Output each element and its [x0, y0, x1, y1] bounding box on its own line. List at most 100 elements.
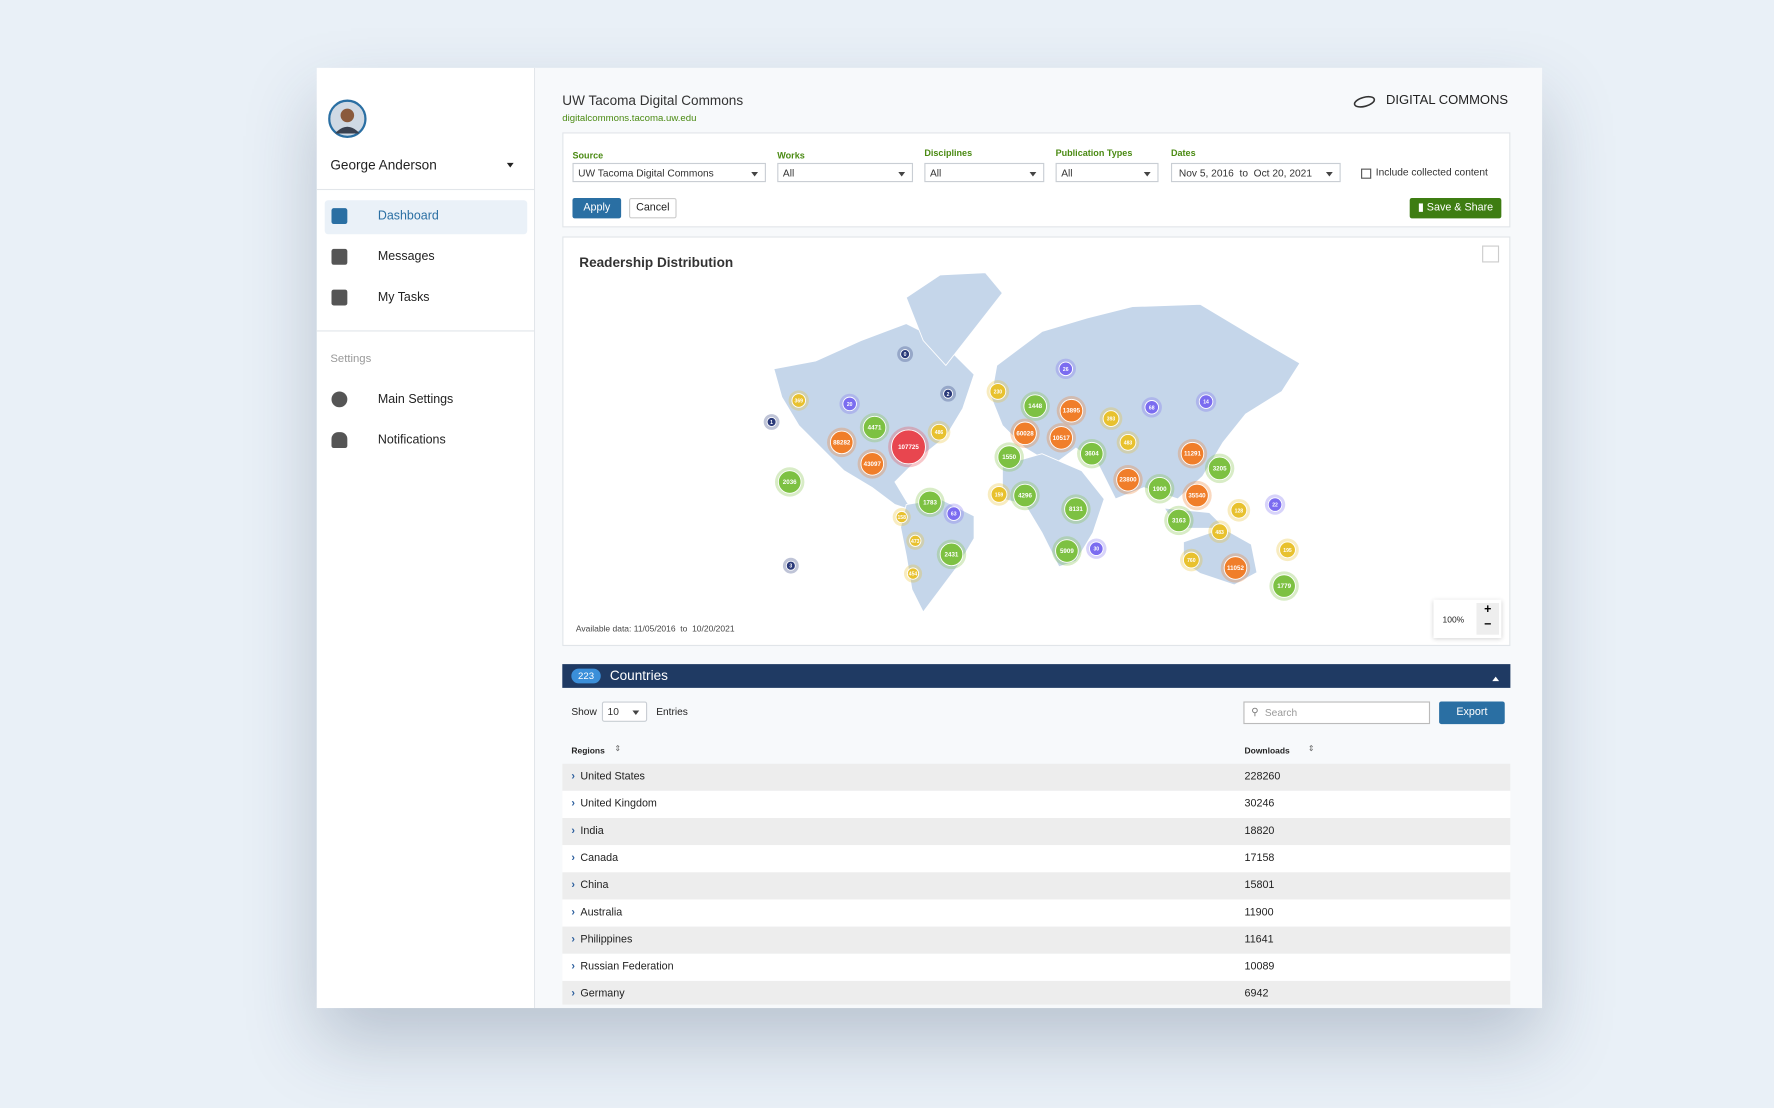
bubble-label: 195: [1283, 548, 1292, 554]
map-bubble[interactable]: [989, 383, 1007, 400]
zoom-out[interactable]: −: [1484, 617, 1492, 632]
map-bubble[interactable]: [1144, 400, 1159, 415]
map-bubble[interactable]: [1167, 508, 1191, 533]
sort-icon[interactable]: ⇕: [614, 745, 621, 754]
table-row[interactable]: › Germany 6942: [562, 980, 1511, 1005]
map-bubble[interactable]: [862, 415, 887, 440]
nav-item[interactable]: Main Settings: [377, 392, 454, 407]
table-row[interactable]: › Canada 17158: [562, 845, 1511, 873]
sort-icon[interactable]: ⇕: [1307, 745, 1315, 754]
types-select[interactable]: All: [1055, 162, 1159, 183]
map-bubble[interactable]: [891, 429, 926, 465]
map-bubble[interactable]: [1211, 523, 1228, 541]
map-bubble[interactable]: [1180, 441, 1205, 466]
fullscreen-button[interactable]: [1482, 245, 1500, 263]
bubble-label: 26: [1063, 367, 1069, 373]
table-row[interactable]: › Russian Federation 10089: [562, 953, 1511, 981]
table-row[interactable]: › United Kingdom 30246: [562, 790, 1511, 818]
map-bubble[interactable]: [1089, 541, 1104, 556]
site-url[interactable]: digitalcommons.tacoma.uw.edu: [562, 112, 697, 124]
expand-icon: ›: [571, 933, 575, 946]
map-bubble[interactable]: [766, 417, 777, 427]
cancel-button[interactable]: Cancel: [629, 197, 677, 219]
countries-header[interactable]: 223 Countries: [562, 664, 1511, 688]
map-bubble[interactable]: [1182, 551, 1200, 569]
map-bubble[interactable]: [1013, 483, 1037, 508]
map-bubble[interactable]: [943, 388, 954, 399]
disciplines-select[interactable]: All: [924, 162, 1045, 183]
filter-label: Publication Types: [1055, 148, 1133, 159]
map-bubble[interactable]: [1272, 574, 1296, 598]
search-box[interactable]: ⚲ Search: [1243, 701, 1431, 725]
save-share-button[interactable]: ▮ Save & Share: [1409, 197, 1502, 219]
nav-item[interactable]: Dashboard: [377, 209, 439, 223]
map-bubble[interactable]: [1230, 501, 1248, 519]
map-bubble[interactable]: [1185, 483, 1209, 508]
map-bubble[interactable]: [860, 452, 885, 476]
works-select[interactable]: All: [777, 162, 914, 183]
checkbox[interactable]: [1361, 168, 1372, 179]
map-bubble[interactable]: [829, 430, 854, 455]
map-bubble[interactable]: [1080, 441, 1104, 466]
map-bubble[interactable]: [930, 423, 948, 441]
map-bubble[interactable]: [1058, 361, 1074, 377]
map-bubble[interactable]: [1147, 476, 1172, 501]
entries-select[interactable]: 10: [601, 701, 648, 722]
map-bubble[interactable]: [1059, 398, 1084, 423]
map-bubble[interactable]: [1267, 497, 1283, 512]
map-bubble[interactable]: [1064, 497, 1088, 521]
nav-item[interactable]: My Tasks: [377, 290, 430, 305]
collapse-caret[interactable]: [1492, 673, 1500, 682]
map-bubble[interactable]: [909, 534, 922, 547]
map-bubble[interactable]: [997, 445, 1021, 469]
map-bubble[interactable]: [1116, 467, 1140, 492]
map-bubble[interactable]: [895, 510, 908, 524]
map-bubble[interactable]: [1023, 394, 1047, 418]
map-bubble[interactable]: [946, 506, 961, 521]
column-header[interactable]: Regions: [571, 745, 605, 756]
apply-button[interactable]: Apply: [572, 197, 622, 219]
zoom-in[interactable]: +: [1484, 603, 1492, 617]
table-row[interactable]: › United States 228260: [562, 763, 1511, 791]
map-bubble[interactable]: [1279, 541, 1296, 559]
map-bubble[interactable]: [918, 490, 942, 515]
map-bubble[interactable]: [900, 349, 911, 360]
map-bubble[interactable]: [791, 393, 806, 408]
user-menu-caret[interactable]: [506, 162, 514, 171]
nav-item[interactable]: Notifications: [377, 433, 446, 447]
map-bubble[interactable]: [777, 470, 802, 494]
user-name[interactable]: George Anderson: [330, 157, 437, 174]
table-row[interactable]: › India 18820: [562, 817, 1511, 846]
map-bubble[interactable]: [1055, 539, 1079, 563]
table-row[interactable]: › China 15801: [562, 872, 1511, 900]
filter-label: Works: [777, 150, 805, 161]
map-bubble[interactable]: [1119, 433, 1137, 451]
filter-label: Source: [572, 150, 604, 161]
table-row[interactable]: › Australia 11900: [562, 899, 1511, 927]
table-row[interactable]: › Philippines 11641: [562, 926, 1511, 954]
map-bubble[interactable]: [1207, 456, 1232, 481]
bubble-label: 369: [795, 399, 804, 405]
dates-select[interactable]: Nov 5, 2016 to Oct 20, 2021: [1170, 162, 1341, 183]
checkbox-label[interactable]: Include collected content: [1375, 166, 1488, 178]
map-bubble[interactable]: [1049, 426, 1074, 450]
downloads: 11641: [1244, 933, 1274, 946]
map-bubble[interactable]: [939, 542, 964, 567]
map-bubble[interactable]: [785, 560, 796, 571]
map-bubble[interactable]: [906, 567, 920, 580]
downloads: 6942: [1244, 987, 1269, 1001]
map-bubble[interactable]: [1013, 421, 1037, 446]
column-header[interactable]: Downloads: [1244, 745, 1290, 756]
map-bubble[interactable]: [1223, 556, 1248, 580]
region-name: Germany: [580, 987, 625, 1001]
nav-item[interactable]: Messages: [377, 250, 435, 264]
source-select[interactable]: UW Tacoma Digital Commons: [572, 162, 766, 183]
expand-icon: ›: [571, 879, 575, 892]
map-bubble[interactable]: [1102, 410, 1120, 427]
nav-icon: [331, 248, 348, 265]
downloads: 17158: [1244, 851, 1275, 865]
map-bubble[interactable]: [1198, 394, 1214, 409]
export-button[interactable]: Export: [1439, 701, 1505, 725]
map-bubble[interactable]: [842, 396, 857, 412]
map-bubble[interactable]: [990, 486, 1008, 503]
